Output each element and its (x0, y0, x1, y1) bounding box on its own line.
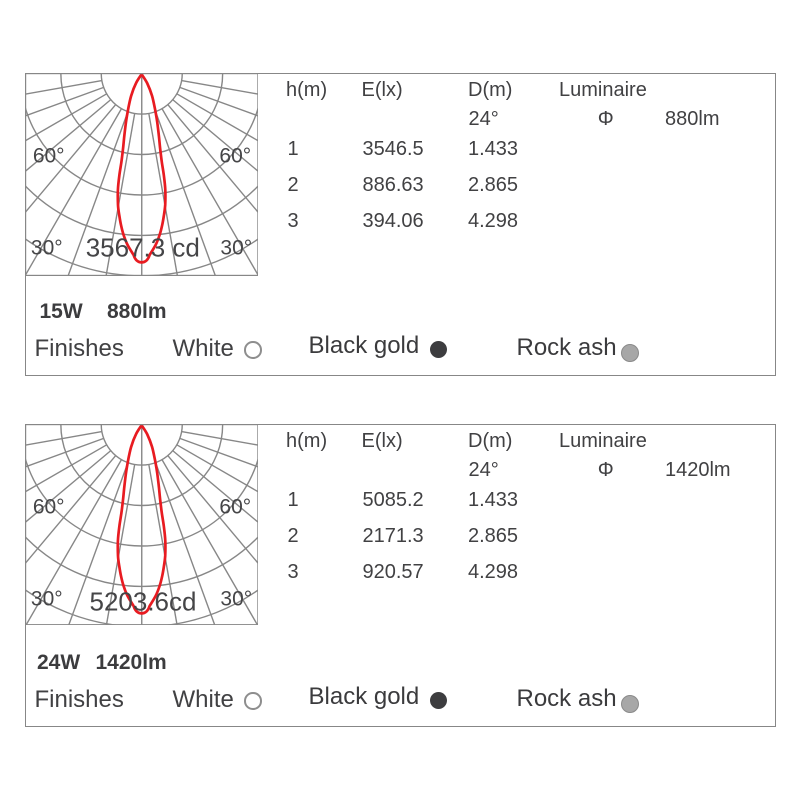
svg-text:5203.6cd: 5203.6cd (89, 586, 196, 616)
svg-text:60°: 60° (32, 145, 64, 168)
svg-text:60°: 60° (219, 145, 251, 168)
svg-text:30°: 30° (30, 236, 62, 259)
svg-text:3567.3 cd: 3567.3 cd (85, 233, 199, 263)
svg-text:30°: 30° (220, 236, 252, 259)
svg-text:30°: 30° (220, 587, 252, 610)
svg-text:30°: 30° (30, 587, 62, 610)
svg-text:60°: 60° (219, 495, 251, 518)
svg-text:60°: 60° (32, 495, 64, 518)
